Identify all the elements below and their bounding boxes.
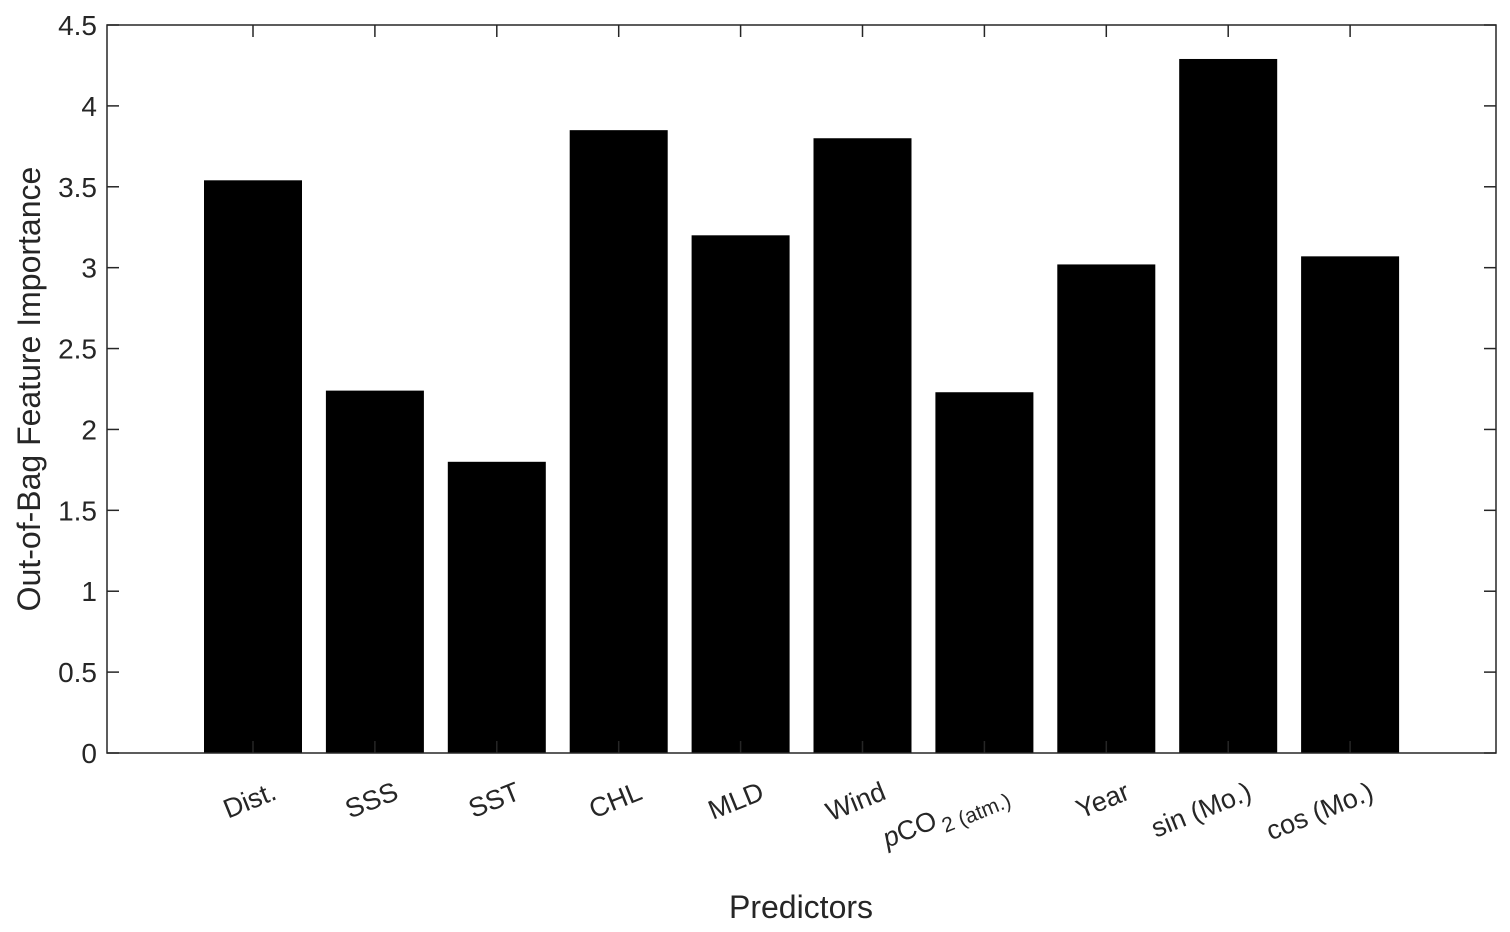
- y-tick-label-1: 0.5: [58, 657, 97, 688]
- y-tick-label-5: 2.5: [58, 334, 97, 365]
- bar-9: [1301, 256, 1400, 753]
- x-tick-label-3: CHL: [585, 776, 646, 824]
- y-tick-label-4: 2: [81, 414, 97, 445]
- x-tick-label-6: pCO2 (atm.): [877, 776, 1014, 860]
- y-tick-label-3: 1.5: [58, 495, 97, 526]
- x-tick-label-7: Year: [1072, 776, 1134, 824]
- bar-6: [935, 392, 1034, 753]
- y-tick-label-0: 0: [81, 738, 97, 769]
- y-tick-label-7: 3.5: [58, 172, 97, 203]
- bars-group: [204, 58, 1400, 754]
- y-tick-label-6: 3: [81, 253, 97, 284]
- x-tick-label-9: cos (Mo.): [1262, 776, 1378, 846]
- y-tick-label-9: 4.5: [58, 10, 97, 41]
- y-axis-title: Out-of-Bag Feature Importance: [11, 167, 47, 612]
- x-tick-label-4: MLD: [704, 776, 768, 825]
- x-tick-label-1: SSS: [341, 776, 402, 824]
- bar-4: [691, 235, 790, 754]
- bar-3: [569, 130, 668, 754]
- x-tick-label-0: Dist.: [219, 776, 280, 824]
- pco2-subscript: 2 (atm.): [939, 789, 1015, 837]
- plot-area-frame: [106, 24, 1497, 754]
- bar-1: [325, 390, 424, 753]
- x-tick-label-2: SST: [464, 776, 524, 823]
- x-axis-title: Predictors: [729, 889, 873, 925]
- y-tick-label-8: 4: [81, 91, 97, 122]
- bar-8: [1179, 58, 1278, 754]
- bar-0: [204, 180, 302, 754]
- bar-2: [447, 461, 546, 753]
- y-tick-labels: 0 0.5 1 1.5 2 2.5 3 3.5 4 4.5: [58, 10, 97, 769]
- y-tick-label-2: 1: [81, 576, 97, 607]
- x-tick-label-5: Wind: [822, 776, 890, 827]
- x-tick-label-8: sin (Mo.): [1147, 776, 1256, 843]
- bar-5: [813, 138, 912, 753]
- ticks-group: [107, 24, 1496, 754]
- bar-7: [1057, 264, 1156, 753]
